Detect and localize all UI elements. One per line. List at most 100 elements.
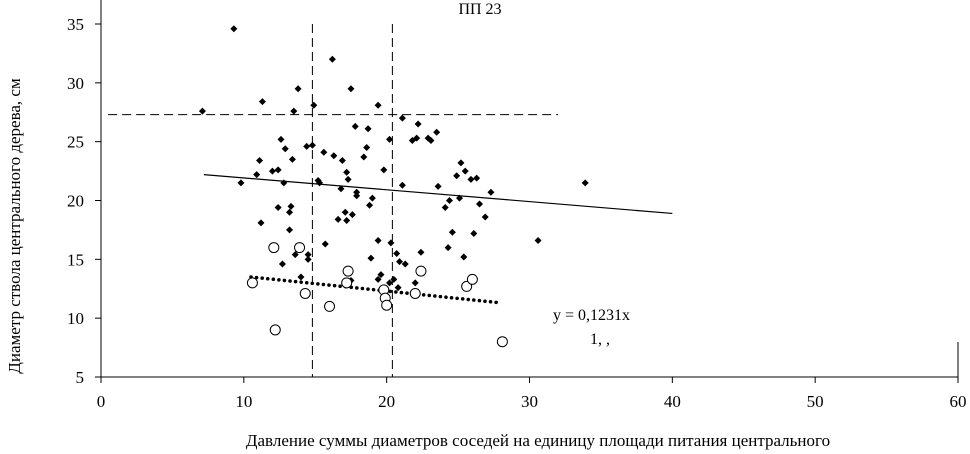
- diamond-point: [414, 120, 422, 128]
- diamond-point: [286, 208, 294, 216]
- diamond-point: [374, 275, 382, 283]
- y-axis-label: Диаметр ствола центрального дерева, см: [5, 78, 24, 374]
- circle-point: [324, 300, 336, 312]
- diamond-point: [294, 85, 302, 93]
- y-tick-label: 15: [67, 250, 84, 269]
- diamond-point: [348, 211, 356, 219]
- diamond-point: [277, 135, 285, 143]
- trend-r-squared: 1, ,: [590, 331, 610, 348]
- diamond-point: [396, 258, 404, 266]
- circle-point: [496, 336, 508, 348]
- diamond-point: [253, 171, 261, 179]
- diamond-point: [448, 228, 456, 236]
- x-tick-labels: 0 10 20 30 40 50 60: [97, 392, 967, 411]
- circle-point: [415, 265, 427, 277]
- x-tick-label: 20: [378, 392, 395, 411]
- diamond-point: [321, 240, 329, 248]
- diamond-point: [433, 128, 441, 136]
- x-tick-label: 50: [807, 392, 824, 411]
- diamond-point: [476, 200, 484, 208]
- circle-point: [299, 287, 311, 299]
- diamond-point: [290, 107, 298, 115]
- diamond-point: [328, 55, 336, 63]
- y-tick-label: 35: [67, 15, 84, 34]
- circle-point: [246, 277, 258, 289]
- diamond-point: [343, 217, 351, 225]
- x-tick-label: 0: [97, 392, 106, 411]
- circle-point: [461, 280, 473, 292]
- diamond-point: [380, 166, 388, 174]
- diamond-point: [461, 167, 469, 175]
- diamond-point: [581, 179, 589, 187]
- diamond-point: [288, 155, 296, 163]
- diamond-point: [320, 148, 328, 156]
- diamond-point: [303, 142, 311, 150]
- diamond-point: [398, 114, 406, 122]
- trend-equation: y = 0,1231x: [553, 307, 630, 324]
- diamond-point: [286, 226, 294, 234]
- axes: [95, 0, 959, 383]
- diamond-point: [453, 172, 461, 180]
- y-tick-label: 5: [76, 368, 85, 387]
- diamond-point: [334, 215, 342, 223]
- x-tick-label: 60: [950, 392, 967, 411]
- solid-trendline: [203, 174, 673, 215]
- diamond-point: [304, 251, 312, 259]
- diamond-point: [268, 167, 276, 175]
- diamond-point: [280, 179, 288, 187]
- data-points: [198, 25, 589, 348]
- diamond-point: [360, 153, 368, 161]
- diamond-point: [377, 271, 385, 279]
- diamond-point: [473, 174, 481, 182]
- circle-point: [381, 299, 393, 311]
- diamond-point: [393, 249, 401, 257]
- x-tick-label: 10: [235, 392, 252, 411]
- y-tick-label: 20: [67, 192, 84, 211]
- circle-point: [342, 265, 354, 277]
- diamond-point: [387, 239, 395, 247]
- diamond-point: [353, 192, 361, 200]
- diamond-point: [278, 260, 286, 268]
- diamond-point: [198, 107, 206, 115]
- circle-point: [268, 242, 280, 254]
- diamond-point: [444, 244, 452, 252]
- diamond-point: [457, 159, 465, 167]
- diamond-point: [481, 213, 489, 221]
- diamond-point: [417, 248, 425, 256]
- diamond-point: [274, 204, 282, 212]
- diamond-point: [434, 182, 442, 190]
- y-tick-label: 25: [67, 133, 84, 152]
- diamond-point: [386, 135, 394, 143]
- x-tick-label: 30: [521, 392, 538, 411]
- diamond-point: [310, 101, 318, 109]
- diamond-point: [308, 141, 316, 149]
- diamond-point: [368, 194, 376, 202]
- diamond-point: [427, 136, 435, 144]
- diamond-point: [390, 275, 398, 283]
- diamond-point: [337, 185, 345, 193]
- circle-point: [409, 287, 421, 299]
- diamond-point: [338, 156, 346, 164]
- diamond-point: [291, 251, 299, 259]
- diamond-point: [411, 279, 419, 287]
- diamond-point: [363, 144, 371, 152]
- diamond-point: [401, 260, 409, 268]
- circle-point: [466, 273, 478, 285]
- x-tick-label: 40: [664, 392, 681, 411]
- diamond-point: [386, 279, 394, 287]
- diamond-point: [230, 25, 238, 33]
- annotation-mask: [552, 292, 702, 352]
- diamond-point: [344, 175, 352, 183]
- diamond-point: [304, 255, 312, 263]
- diamond-point: [367, 254, 375, 262]
- diamond-point: [316, 179, 324, 187]
- diamond-point: [257, 219, 265, 227]
- diamond-point: [413, 134, 421, 142]
- diamond-point: [394, 284, 402, 292]
- diamond-point: [351, 122, 359, 130]
- diamond-point: [330, 152, 338, 160]
- diamond-point: [256, 156, 264, 164]
- diamond-point: [374, 237, 382, 245]
- y-tick-labels: 5 10 15 20 25 30 35: [67, 15, 84, 387]
